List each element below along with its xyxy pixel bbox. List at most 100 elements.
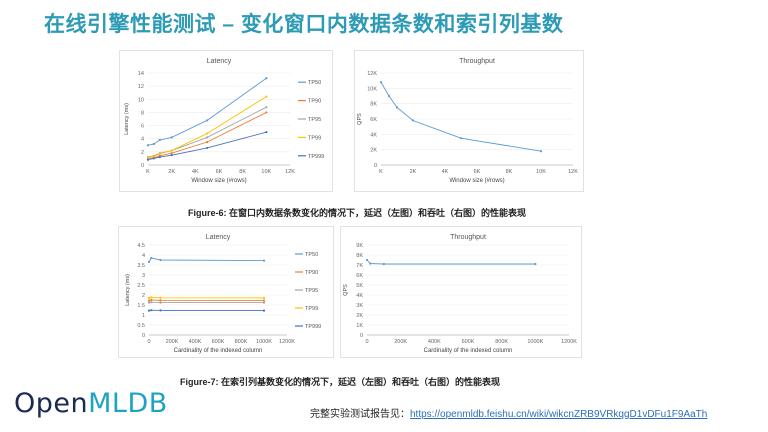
data-point: [170, 152, 173, 155]
legend-label: TP90: [308, 99, 321, 105]
throughput-window-chart: Throughput 0 2K 4K 6K 8K 10K 12K K 2K 4K 6K 8K 10K 12K…: [354, 50, 584, 192]
data-point: [411, 119, 415, 122]
x-tick-label: 4K: [192, 169, 199, 175]
y-axis-label: QPS: [357, 113, 363, 125]
x-tick-label: 400K: [428, 339, 441, 345]
figure-6-caption: Figure-6: 在窗口内数据条数变化的情况下，延迟（左图）和吞吐（右图）的性…: [188, 208, 527, 218]
data-point: [146, 158, 150, 161]
x-tick-label: 2K: [410, 169, 417, 175]
data-point: [265, 106, 268, 109]
y-tick-label: 0: [374, 163, 377, 169]
y-axis-label: QPS: [343, 284, 349, 296]
data-point: [146, 144, 150, 147]
data-point: [262, 259, 266, 262]
data-point: [382, 262, 385, 266]
page-title: 在线引擎性能测试 – 变化窗口内数据条数和索引列基数: [44, 13, 564, 36]
legend-label: TP90: [305, 270, 318, 276]
data-point: [150, 301, 153, 304]
x-tick-label: K: [146, 169, 150, 175]
y-tick-label: 2: [142, 293, 145, 299]
x-tick-label: 1000K: [256, 339, 272, 345]
data-point: [262, 301, 266, 304]
y-tick-label: 12: [138, 84, 144, 90]
data-point: [147, 296, 151, 300]
data-point: [147, 299, 151, 302]
data-point: [395, 106, 399, 109]
figure-7-caption: Figure-7: 在索引列基数变化的情况下，延迟（左图）和吞吐（右图）的性能表…: [180, 377, 501, 387]
report-link[interactable]: https://openmldb.feishu.cn/wiki/wikcnZRB…: [410, 409, 708, 420]
y-tick-label: 0: [141, 163, 144, 169]
y-tick-label: 9K: [356, 243, 363, 249]
x-tick-label: 1200K: [279, 339, 295, 345]
data-point: [150, 309, 153, 312]
data-point: [459, 137, 463, 140]
data-point: [379, 81, 383, 84]
data-point: [365, 258, 369, 262]
x-tick-label: 12K: [568, 169, 578, 175]
throughput-cardinality-chart: Throughput 0 1K 2K 3K 4K 5K 6K 7K 8K 9K 0 200K 400K 60…: [340, 226, 582, 358]
x-tick-label: 10K: [261, 169, 271, 175]
data-point: [152, 155, 156, 158]
y-tick-label: 3.5: [137, 263, 145, 269]
openmldb-logo: OpenMLDB: [14, 388, 168, 419]
y-tick-label: 8K: [370, 102, 377, 108]
latency-window-chart: Latency 0 2 4 6 8 10 12 14 K 2K 4K 6K 8K 10K 12K Window …: [119, 50, 333, 192]
y-tick-label: 0.5: [137, 323, 145, 329]
data-point: [150, 298, 153, 302]
series-line-tp95: [147, 106, 267, 158]
data-point: [206, 136, 209, 139]
data-point: [206, 146, 209, 150]
data-point: [265, 95, 268, 98]
y-tick-label: 1.5: [137, 303, 145, 309]
y-tick-label: 7K: [356, 263, 363, 269]
y-axis-label: Latency (ms): [124, 103, 130, 135]
y-tick-label: 2K: [370, 148, 377, 154]
x-tick-label: 0: [147, 339, 150, 345]
y-tick-label: 3K: [356, 303, 363, 309]
legend-label: TP95: [305, 288, 318, 294]
data-point: [265, 111, 268, 114]
logo-mldb-text: MLDB: [88, 388, 168, 419]
chart-title: Latency: [207, 58, 232, 65]
data-point: [159, 309, 162, 312]
y-tick-label: 2K: [356, 313, 363, 319]
data-point: [147, 309, 151, 312]
x-tick-label: 200K: [166, 339, 179, 345]
legend-label: TP99: [308, 135, 321, 141]
data-point: [262, 309, 266, 312]
x-tick-label: 8K: [506, 169, 513, 175]
x-tick-label: 8K: [239, 169, 246, 175]
data-point: [539, 150, 543, 153]
x-tick-label: 200K: [394, 339, 407, 345]
y-tick-label: 4: [142, 253, 145, 259]
x-tick-label: 600K: [212, 339, 225, 345]
data-point: [158, 156, 161, 159]
data-point: [150, 256, 153, 260]
series-line-qps: [366, 259, 536, 265]
report-label: 完整实验测试报告见：: [310, 409, 410, 420]
series-line-qps: [380, 81, 542, 152]
legend-label: TP95: [308, 117, 321, 123]
x-tick-label: 0: [365, 339, 368, 345]
data-point: [387, 94, 391, 98]
data-point: [206, 140, 209, 144]
data-point: [158, 138, 161, 142]
logo-open-text: Open: [14, 388, 89, 419]
x-tick-label: 6K: [216, 169, 223, 175]
data-point: [206, 132, 209, 135]
y-tick-label: 14: [138, 71, 144, 77]
y-tick-label: 8: [141, 110, 144, 116]
y-tick-label: 2.5: [137, 283, 145, 289]
y-tick-label: 6K: [370, 117, 377, 123]
x-tick-label: 6K: [474, 169, 481, 175]
data-point: [158, 152, 161, 155]
y-tick-label: 6K: [356, 273, 363, 279]
x-tick-label: 600K: [462, 339, 475, 345]
x-tick-label: 12K: [285, 169, 295, 175]
data-point: [150, 296, 153, 299]
data-point: [152, 142, 156, 146]
legend-label: TP50: [305, 252, 318, 258]
y-tick-label: 0: [360, 333, 363, 339]
y-tick-label: 0: [142, 333, 145, 339]
x-axis-label: Window size (#rows): [449, 178, 504, 184]
